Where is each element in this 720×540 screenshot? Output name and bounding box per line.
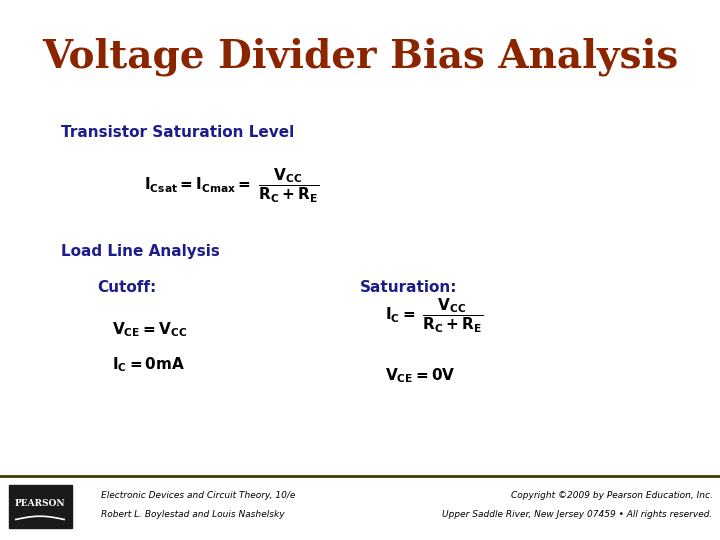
Text: $\mathbf{I_C =\ }\dfrac{\mathbf{V_{CC}}}{\mathbf{R_C + R_E}}$: $\mathbf{I_C =\ }\dfrac{\mathbf{V_{CC}}}… (385, 297, 484, 335)
Text: Robert L. Boylestad and Louis Nashelsky: Robert L. Boylestad and Louis Nashelsky (101, 510, 284, 518)
Text: $\mathbf{I_{Csat} = I_{Cmax} =\ }\dfrac{\mathbf{V_{CC}}}{\mathbf{R_C + R_E}}$: $\mathbf{I_{Csat} = I_{Cmax} =\ }\dfrac{… (144, 167, 319, 205)
Text: Upper Saddle River, New Jersey 07459 • All rights reserved.: Upper Saddle River, New Jersey 07459 • A… (442, 510, 713, 518)
Text: $\mathbf{I_C = 0mA}$: $\mathbf{I_C = 0mA}$ (112, 355, 184, 374)
Text: Copyright ©2009 by Pearson Education, Inc.: Copyright ©2009 by Pearson Education, In… (511, 491, 713, 500)
Text: Saturation:: Saturation: (360, 280, 457, 295)
Text: Cutoff:: Cutoff: (97, 280, 156, 295)
Text: Transistor Saturation Level: Transistor Saturation Level (61, 125, 294, 140)
Text: Load Line Analysis: Load Line Analysis (61, 244, 220, 259)
Text: Electronic Devices and Circuit Theory, 10/e: Electronic Devices and Circuit Theory, 1… (101, 491, 295, 500)
FancyBboxPatch shape (9, 485, 72, 528)
Text: Voltage Divider Bias Analysis: Voltage Divider Bias Analysis (42, 37, 678, 76)
Text: PEARSON: PEARSON (15, 499, 66, 508)
Text: $\mathbf{V_{CE} = V_{CC}}$: $\mathbf{V_{CE} = V_{CC}}$ (112, 320, 186, 339)
Text: $\mathbf{V_{CE} = 0V}$: $\mathbf{V_{CE} = 0V}$ (385, 366, 456, 384)
